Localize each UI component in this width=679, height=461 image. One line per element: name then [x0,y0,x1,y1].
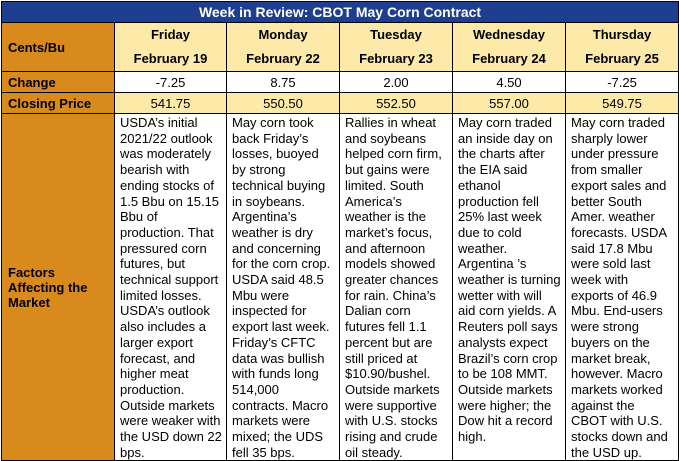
cents-label: Cents/Bu [1,22,115,72]
header-row: Cents/Bu Friday February 19 Monday Febru… [1,22,679,72]
day-name: Tuesday [370,27,422,42]
factors-wednesday: May corn traded an inside day on the cha… [452,112,566,461]
change-tuesday: 2.00 [339,71,453,93]
factors-label: Factors Affecting the Market [1,112,115,461]
day-date: February 24 [472,51,546,66]
change-monday: 8.75 [226,71,340,93]
change-label: Change [1,71,115,93]
change-wednesday: 4.50 [452,71,566,93]
factors-thursday: May corn traded sharply lower under pres… [564,112,679,461]
factors-monday: May corn took back Friday’s losses, buoy… [226,112,340,461]
factors-friday: USDA’s initial 2021/22 outlook was moder… [114,112,227,461]
day-header-thursday: Thursday February 25 [564,22,679,72]
closing-friday: 541.75 [114,92,227,114]
factors-row: Factors Affecting the Market USDA’s init… [1,112,679,461]
day-header-monday: Monday February 22 [226,22,340,72]
change-friday: -7.25 [114,71,227,93]
factors-tuesday: Rallies in wheat and soybeans helped cor… [339,112,453,461]
closing-label: Closing Price [1,92,115,114]
change-thursday: -7.25 [564,71,679,93]
day-date: February 23 [359,51,433,66]
day-header-friday: Friday February 19 [114,22,227,72]
day-name: Wednesday [472,27,545,42]
change-row: Change -7.25 8.75 2.00 4.50 -7.25 [1,71,679,93]
closing-tuesday: 552.50 [339,92,453,114]
day-name: Monday [258,27,308,42]
table-title: Week in Review: CBOT May Corn Contract [0,1,679,23]
closing-monday: 550.50 [226,92,340,114]
day-header-wednesday: Wednesday February 24 [452,22,566,72]
day-date: February 22 [246,51,320,66]
day-date: February 19 [133,51,208,66]
day-name: Thursday [592,27,652,42]
day-date: February 25 [585,51,659,66]
closing-wednesday: 557.00 [452,92,566,114]
closing-row: Closing Price 541.75 550.50 552.50 557.0… [1,92,679,114]
closing-thursday: 549.75 [564,92,679,114]
title-row: Week in Review: CBOT May Corn Contract [0,1,679,23]
day-header-tuesday: Tuesday February 23 [339,22,453,72]
day-name: Friday [150,27,190,42]
